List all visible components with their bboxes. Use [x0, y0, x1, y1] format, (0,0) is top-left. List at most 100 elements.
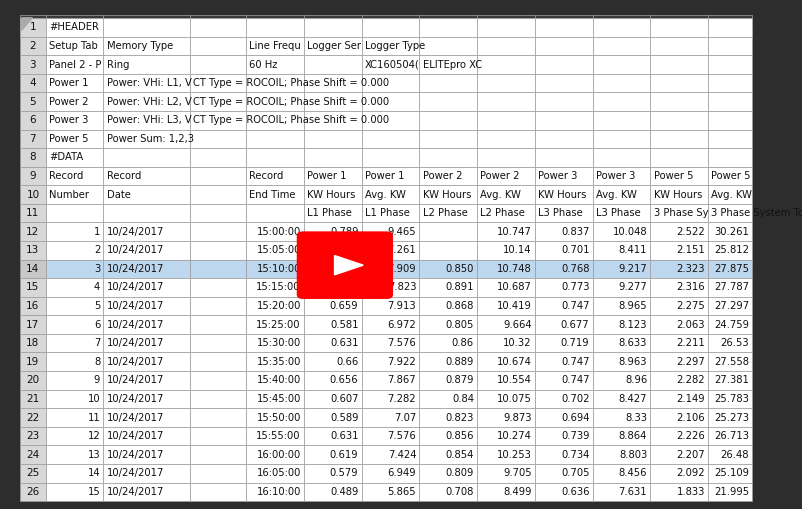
FancyBboxPatch shape — [535, 15, 593, 37]
Text: 0.489: 0.489 — [330, 487, 358, 497]
FancyBboxPatch shape — [20, 18, 46, 37]
FancyBboxPatch shape — [419, 408, 477, 427]
FancyBboxPatch shape — [650, 167, 708, 185]
Text: Power 3: Power 3 — [538, 171, 577, 181]
FancyBboxPatch shape — [246, 93, 304, 111]
Text: 0.850: 0.850 — [446, 264, 474, 274]
Text: 0.702: 0.702 — [561, 394, 589, 404]
FancyBboxPatch shape — [190, 297, 246, 316]
Text: 0.856: 0.856 — [445, 431, 474, 441]
Text: 30.261: 30.261 — [715, 227, 749, 237]
Text: 11: 11 — [87, 412, 100, 422]
Text: 0.768: 0.768 — [561, 264, 589, 274]
FancyBboxPatch shape — [650, 37, 708, 55]
Text: 6.972: 6.972 — [387, 320, 416, 330]
FancyBboxPatch shape — [593, 371, 650, 390]
FancyBboxPatch shape — [103, 408, 190, 427]
Text: 0.636: 0.636 — [561, 487, 589, 497]
Text: 0.891: 0.891 — [445, 282, 474, 293]
Text: L2 Phase: L2 Phase — [423, 208, 468, 218]
FancyBboxPatch shape — [535, 18, 593, 37]
FancyBboxPatch shape — [20, 390, 46, 408]
FancyBboxPatch shape — [190, 55, 246, 74]
FancyBboxPatch shape — [304, 297, 362, 316]
FancyBboxPatch shape — [20, 483, 46, 501]
FancyBboxPatch shape — [477, 260, 535, 278]
FancyBboxPatch shape — [362, 111, 419, 130]
Text: L3 Phase: L3 Phase — [538, 208, 583, 218]
FancyBboxPatch shape — [477, 278, 535, 297]
FancyBboxPatch shape — [477, 353, 535, 371]
FancyBboxPatch shape — [103, 445, 190, 464]
Text: 9.465: 9.465 — [387, 227, 416, 237]
Text: 6.949: 6.949 — [387, 468, 416, 478]
FancyBboxPatch shape — [650, 483, 708, 501]
FancyBboxPatch shape — [593, 185, 650, 204]
FancyBboxPatch shape — [20, 130, 46, 148]
FancyBboxPatch shape — [304, 334, 362, 353]
FancyBboxPatch shape — [46, 371, 103, 390]
FancyBboxPatch shape — [535, 148, 593, 167]
FancyBboxPatch shape — [650, 278, 708, 297]
FancyBboxPatch shape — [46, 464, 103, 483]
Text: 9.705: 9.705 — [503, 468, 532, 478]
Text: Ring: Ring — [107, 60, 129, 70]
FancyBboxPatch shape — [477, 371, 535, 390]
Text: KW Hours: KW Hours — [654, 189, 702, 200]
Text: 1: 1 — [30, 22, 36, 33]
FancyBboxPatch shape — [362, 93, 419, 111]
FancyBboxPatch shape — [103, 15, 190, 37]
FancyBboxPatch shape — [593, 204, 650, 222]
FancyBboxPatch shape — [477, 148, 535, 167]
Text: Avg. KW: Avg. KW — [596, 189, 637, 200]
Text: Power 3: Power 3 — [596, 171, 635, 181]
Text: 2.207: 2.207 — [676, 449, 705, 460]
FancyBboxPatch shape — [20, 222, 46, 241]
Text: Setup Tab: Setup Tab — [49, 41, 98, 51]
Polygon shape — [334, 256, 363, 275]
FancyBboxPatch shape — [20, 427, 46, 445]
FancyBboxPatch shape — [650, 260, 708, 278]
Text: 19: 19 — [26, 357, 39, 367]
Text: 10/24/2017: 10/24/2017 — [107, 449, 164, 460]
FancyBboxPatch shape — [362, 74, 419, 93]
Text: 0.889: 0.889 — [446, 357, 474, 367]
Text: 10/24/2017: 10/24/2017 — [107, 320, 164, 330]
Text: 18: 18 — [26, 338, 39, 348]
FancyBboxPatch shape — [46, 148, 103, 167]
Text: 8.411: 8.411 — [618, 245, 647, 256]
FancyBboxPatch shape — [362, 222, 419, 241]
Text: 0.773: 0.773 — [561, 282, 589, 293]
FancyBboxPatch shape — [708, 408, 752, 427]
FancyBboxPatch shape — [708, 185, 752, 204]
FancyBboxPatch shape — [304, 130, 362, 148]
FancyBboxPatch shape — [593, 37, 650, 55]
Text: 0.619: 0.619 — [330, 449, 358, 460]
FancyBboxPatch shape — [20, 185, 46, 204]
Text: Power 2: Power 2 — [49, 97, 88, 107]
FancyBboxPatch shape — [593, 427, 650, 445]
FancyBboxPatch shape — [419, 37, 477, 55]
FancyBboxPatch shape — [304, 18, 362, 37]
Text: Power 1: Power 1 — [49, 78, 88, 88]
Text: 15:35:00: 15:35:00 — [257, 357, 301, 367]
FancyBboxPatch shape — [304, 167, 362, 185]
FancyBboxPatch shape — [304, 408, 362, 427]
Text: 7.07: 7.07 — [394, 412, 416, 422]
FancyBboxPatch shape — [304, 371, 362, 390]
FancyBboxPatch shape — [103, 297, 190, 316]
FancyBboxPatch shape — [708, 260, 752, 278]
FancyBboxPatch shape — [419, 204, 477, 222]
FancyBboxPatch shape — [304, 445, 362, 464]
FancyBboxPatch shape — [419, 55, 477, 74]
FancyBboxPatch shape — [304, 241, 362, 260]
FancyBboxPatch shape — [190, 408, 246, 427]
Text: Record: Record — [249, 171, 284, 181]
Text: H: H — [501, 19, 511, 33]
Text: 0.579: 0.579 — [330, 468, 358, 478]
Text: 8.123: 8.123 — [618, 320, 647, 330]
FancyBboxPatch shape — [246, 297, 304, 316]
Text: 0.747: 0.747 — [561, 357, 589, 367]
Text: 0.694: 0.694 — [561, 412, 589, 422]
FancyBboxPatch shape — [477, 427, 535, 445]
